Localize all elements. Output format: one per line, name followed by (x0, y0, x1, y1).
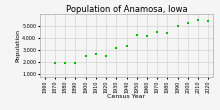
Point (43, 79, 46, 81)
Point (176, 25, 179, 27)
Point (74, 62, 77, 64)
Point (186, 22, 190, 24)
Point (53, 62, 57, 64)
X-axis label: Census Year: Census Year (107, 94, 146, 99)
Title: Population of Anamosa, Iowa: Population of Anamosa, Iowa (66, 5, 187, 14)
Point (125, 45, 128, 47)
Point (155, 31, 159, 33)
Point (145, 35, 149, 37)
Point (115, 47, 118, 49)
Point (207, 20, 210, 22)
Point (196, 19, 200, 21)
Point (63, 62, 67, 64)
Point (84, 55, 87, 57)
Point (104, 55, 108, 57)
Y-axis label: Population: Population (16, 29, 21, 62)
Point (135, 35, 138, 36)
Point (166, 32, 169, 34)
Point (94, 54, 98, 55)
